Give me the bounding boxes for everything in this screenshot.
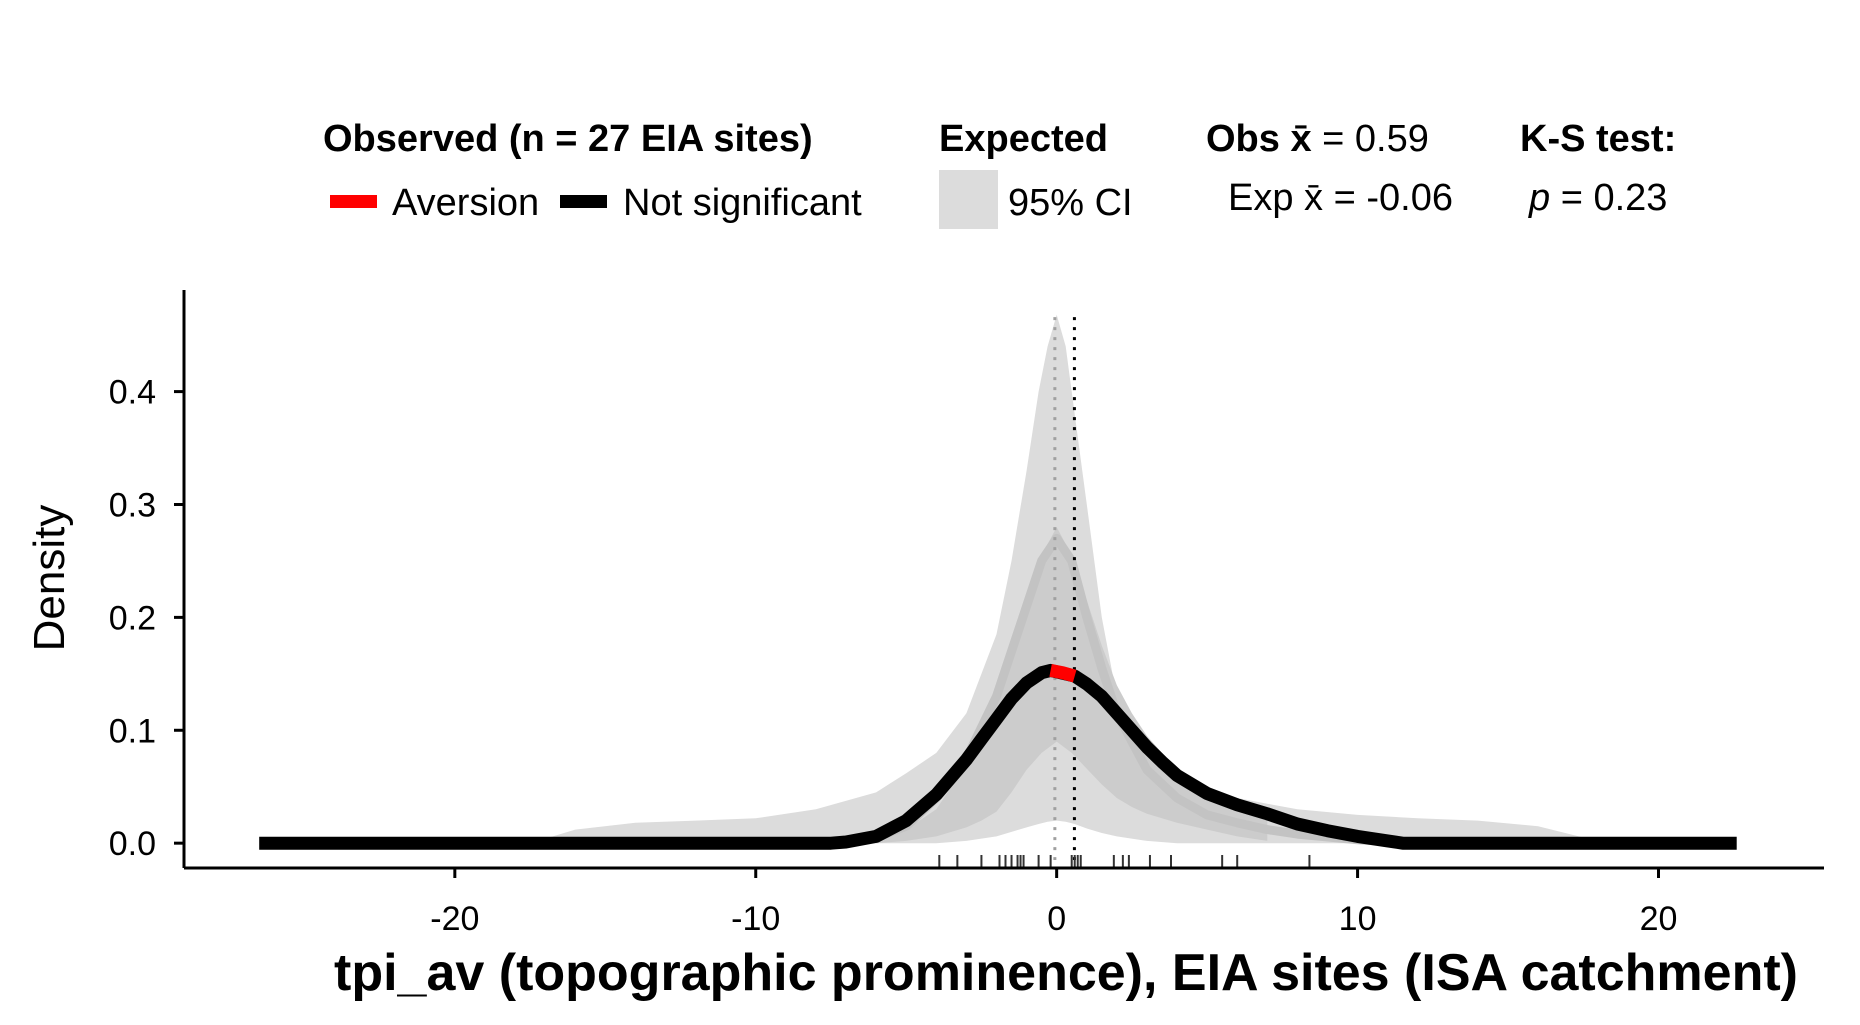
legend-ci-label: 95% CI <box>1008 182 1133 224</box>
legend-exp-mean: Exp x̄ = -0.06 <box>1228 177 1453 219</box>
x-tick-label-4: 20 <box>1640 900 1678 938</box>
rug-layer <box>938 855 1311 868</box>
x-tick-label-3: 10 <box>1339 900 1377 938</box>
legend-expected-title: Expected <box>939 118 1108 160</box>
observed-series-layer <box>259 663 1737 850</box>
x-axis-title: tpi_av (topographic prominence), EIA sit… <box>334 944 1798 1002</box>
legend-obs-mean: Obs x̄ = 0.59 <box>1206 118 1429 160</box>
legend-not-significant-swatch <box>560 195 607 208</box>
legend-aversion-swatch <box>330 195 377 208</box>
y-tick-label-4: 0.4 <box>109 374 156 412</box>
series-aversion <box>1049 664 1077 683</box>
x-tick-label-0: -20 <box>430 900 479 938</box>
legend-not-significant-label: Not significant <box>623 182 862 224</box>
legend-ks-title: K-S test: <box>1520 118 1676 160</box>
x-tick-label-1: -10 <box>731 900 780 938</box>
expected-ci-layer <box>530 314 1584 848</box>
mean-lines-layer <box>1053 317 1076 860</box>
y-axis-title: Density <box>25 505 74 652</box>
y-tick-label-3: 0.3 <box>109 486 156 524</box>
legend-observed-title: Observed (n = 27 EIA sites) <box>323 118 813 160</box>
legend-ci-swatch <box>939 170 998 229</box>
legend-aversion-label: Aversion <box>392 182 539 224</box>
series-not-significant <box>259 663 1737 850</box>
legend-ks-p: p = 0.23 <box>1528 177 1667 219</box>
x-tick-label-2: 0 <box>1047 900 1066 938</box>
y-tick-label-1: 0.1 <box>109 712 156 750</box>
y-tick-label-0: 0.0 <box>109 825 156 863</box>
axes-layer: -20 -10 0 10 20 0.0 0.1 0.2 0.3 0.4 <box>109 290 1824 938</box>
y-tick-label-2: 0.2 <box>109 599 156 637</box>
